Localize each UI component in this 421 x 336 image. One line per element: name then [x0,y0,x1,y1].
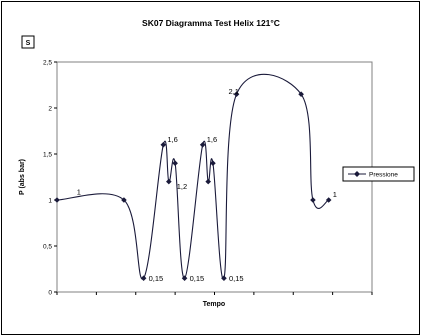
legend-box [342,166,415,182]
data-labels-layer: 0,15 1,6 0,15 1,6 0,15 2,1 1 1 1,2 [77,87,337,283]
data-point [310,197,316,203]
data-point [140,275,147,281]
y-tick-label: 1,5 [43,152,52,159]
data-label: 2,1 [229,87,239,96]
y-tick-label: 1 [48,198,52,205]
series-badge-box [21,35,35,49]
data-point [160,142,167,148]
y-axis-title: P (abs bar) [19,159,26,195]
data-point [172,160,178,166]
data-point [298,91,304,97]
data-point [221,275,227,281]
data-point [325,197,332,203]
data-label: 1 [333,190,337,199]
data-point [199,142,206,148]
legend-marker-diamond-icon [354,171,360,177]
data-label: 1,6 [207,135,217,144]
data-point [166,178,172,185]
data-point [205,178,211,185]
data-label: 0,15 [190,274,205,283]
series-badge-label: S [26,40,31,47]
y-tick-label: 0,5 [43,244,52,251]
data-label: 0,15 [229,274,244,283]
series-layer [54,73,332,281]
data-label: 1,6 [167,135,177,144]
y-tick-label: 2 [48,106,52,113]
data-point [54,197,60,203]
data-point [121,197,127,203]
y-tick-label: 2,5 [43,60,52,67]
x-axis-ticks [56,292,373,295]
data-point [181,275,188,281]
data-point [233,91,240,97]
y-tick-label: 0 [48,290,52,297]
legend-label: Pressione [369,172,398,179]
annotation-label: 1,2 [177,182,187,191]
data-point [210,160,216,166]
annotation-label: 1 [77,187,81,196]
chart-title: SK07 Diagramma Test Helix 121°C [142,18,280,28]
x-axis-title: Tempo [203,301,225,308]
data-label: 0,15 [149,274,164,283]
legend: Pressione [342,166,415,182]
